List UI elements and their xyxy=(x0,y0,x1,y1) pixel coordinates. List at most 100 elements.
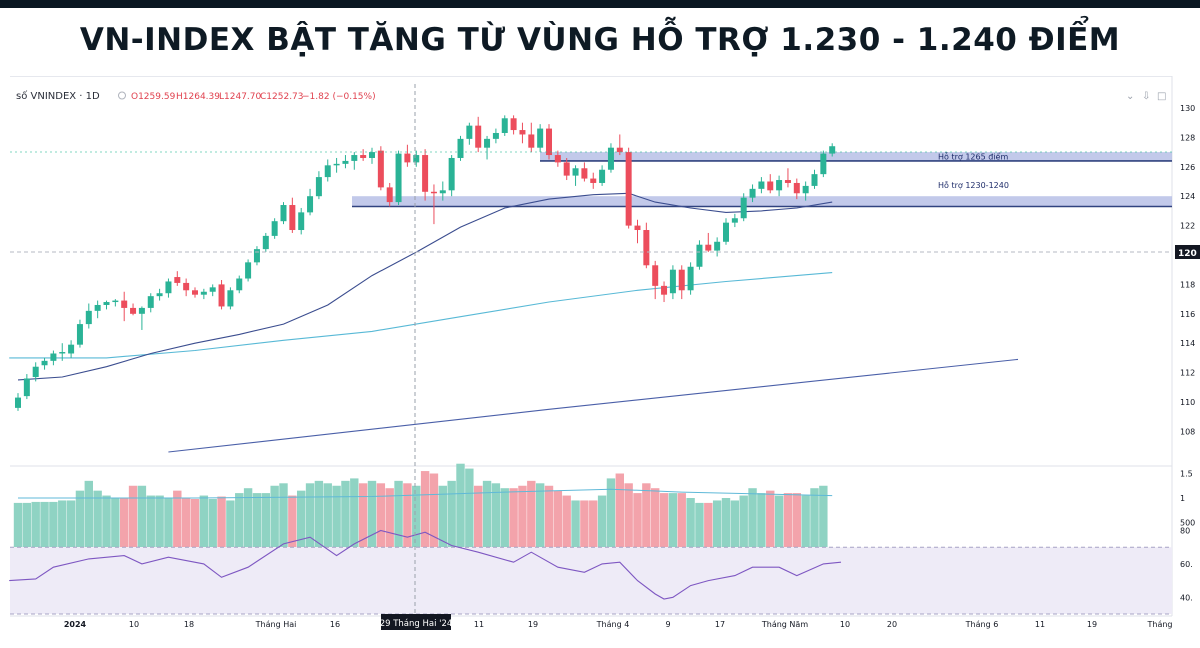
candle[interactable] xyxy=(76,319,83,348)
candle[interactable] xyxy=(599,165,606,186)
candle[interactable] xyxy=(661,281,668,303)
candle[interactable] xyxy=(519,122,526,144)
candle[interactable] xyxy=(802,181,809,201)
candle[interactable] xyxy=(85,303,92,329)
candle[interactable] xyxy=(590,172,597,189)
candle[interactable] xyxy=(563,157,570,181)
candle[interactable] xyxy=(236,275,243,294)
candle[interactable] xyxy=(262,232,269,253)
candle[interactable] xyxy=(501,115,508,136)
candle[interactable] xyxy=(537,124,544,153)
candle[interactable] xyxy=(41,357,48,370)
candle[interactable] xyxy=(121,291,128,322)
candle[interactable] xyxy=(546,124,552,160)
candle[interactable] xyxy=(581,162,588,182)
candle[interactable] xyxy=(687,262,694,295)
candle[interactable] xyxy=(377,146,384,191)
candle[interactable] xyxy=(492,128,499,144)
candle[interactable] xyxy=(634,219,641,244)
candle[interactable] xyxy=(342,155,349,169)
candle[interactable] xyxy=(714,237,721,257)
volume-pane[interactable] xyxy=(13,463,833,547)
candle[interactable] xyxy=(138,306,145,330)
candle[interactable] xyxy=(23,374,30,400)
candle[interactable] xyxy=(448,155,455,197)
candle[interactable] xyxy=(758,177,765,194)
candle[interactable] xyxy=(749,184,756,203)
candle[interactable] xyxy=(767,174,774,194)
candle[interactable] xyxy=(200,288,207,300)
candle[interactable] xyxy=(820,150,827,178)
candle[interactable] xyxy=(475,116,482,153)
candle[interactable] xyxy=(643,222,650,269)
chart-area[interactable]: Hỗ trợ 1265 điểm Hỗ trợ 1230-1240 130 128 1… xyxy=(0,76,1200,648)
candle[interactable] xyxy=(112,299,119,307)
candle[interactable] xyxy=(422,149,429,201)
candle[interactable] xyxy=(174,271,181,286)
candle[interactable] xyxy=(289,197,296,233)
download-icon[interactable]: ⇩ xyxy=(1142,91,1150,102)
candle[interactable] xyxy=(209,284,216,297)
candle[interactable] xyxy=(466,122,473,145)
candle[interactable] xyxy=(351,152,358,170)
candle[interactable] xyxy=(386,182,393,207)
collapse-icon[interactable]: ⌄ xyxy=(1126,91,1134,102)
candle[interactable] xyxy=(784,168,791,188)
candles[interactable] xyxy=(15,115,836,411)
candle[interactable] xyxy=(165,278,172,298)
candle[interactable] xyxy=(554,150,561,167)
candle[interactable] xyxy=(723,218,729,245)
candle[interactable] xyxy=(625,147,632,229)
rsi-pane[interactable] xyxy=(9,529,1172,615)
candle[interactable] xyxy=(147,293,154,313)
candle[interactable] xyxy=(59,343,66,361)
candle[interactable] xyxy=(360,149,367,161)
candle[interactable] xyxy=(413,150,420,167)
candle[interactable] xyxy=(333,157,340,173)
candle[interactable] xyxy=(457,135,464,161)
candle[interactable] xyxy=(315,171,322,200)
candle[interactable] xyxy=(776,175,783,197)
candle[interactable] xyxy=(439,181,446,201)
candle[interactable] xyxy=(307,188,314,216)
candle[interactable] xyxy=(705,232,712,253)
candle[interactable] xyxy=(183,278,190,297)
candle[interactable] xyxy=(740,193,747,222)
candle[interactable] xyxy=(280,202,287,225)
candle[interactable] xyxy=(829,143,836,157)
candle[interactable] xyxy=(678,265,685,300)
candle[interactable] xyxy=(324,159,331,182)
candle[interactable] xyxy=(669,265,676,300)
candle[interactable] xyxy=(227,287,234,310)
candle[interactable] xyxy=(298,207,305,235)
maximize-icon[interactable]: □ xyxy=(1157,91,1166,102)
candle[interactable] xyxy=(103,300,110,310)
candle[interactable] xyxy=(430,184,437,225)
candle[interactable] xyxy=(731,213,738,228)
candle[interactable] xyxy=(245,259,252,282)
candle[interactable] xyxy=(271,218,278,239)
candle[interactable] xyxy=(253,246,260,266)
candle[interactable] xyxy=(811,169,818,189)
candle[interactable] xyxy=(369,147,375,164)
candle[interactable] xyxy=(395,150,402,206)
candle[interactable] xyxy=(192,287,198,298)
candle[interactable] xyxy=(130,303,137,316)
candle[interactable] xyxy=(484,135,491,160)
candle[interactable] xyxy=(510,115,517,135)
candle[interactable] xyxy=(652,260,659,300)
candle[interactable] xyxy=(607,143,614,173)
candle[interactable] xyxy=(616,134,623,156)
candle[interactable] xyxy=(156,288,163,301)
candle[interactable] xyxy=(572,165,579,186)
candle[interactable] xyxy=(32,362,39,382)
candle[interactable] xyxy=(218,279,225,310)
candle[interactable] xyxy=(94,300,101,319)
candle[interactable] xyxy=(404,144,411,167)
candle[interactable] xyxy=(68,340,75,358)
candle[interactable] xyxy=(50,350,57,366)
candle[interactable] xyxy=(15,393,21,411)
candle[interactable] xyxy=(793,178,800,200)
candle[interactable] xyxy=(528,122,535,153)
candle[interactable] xyxy=(696,240,703,270)
